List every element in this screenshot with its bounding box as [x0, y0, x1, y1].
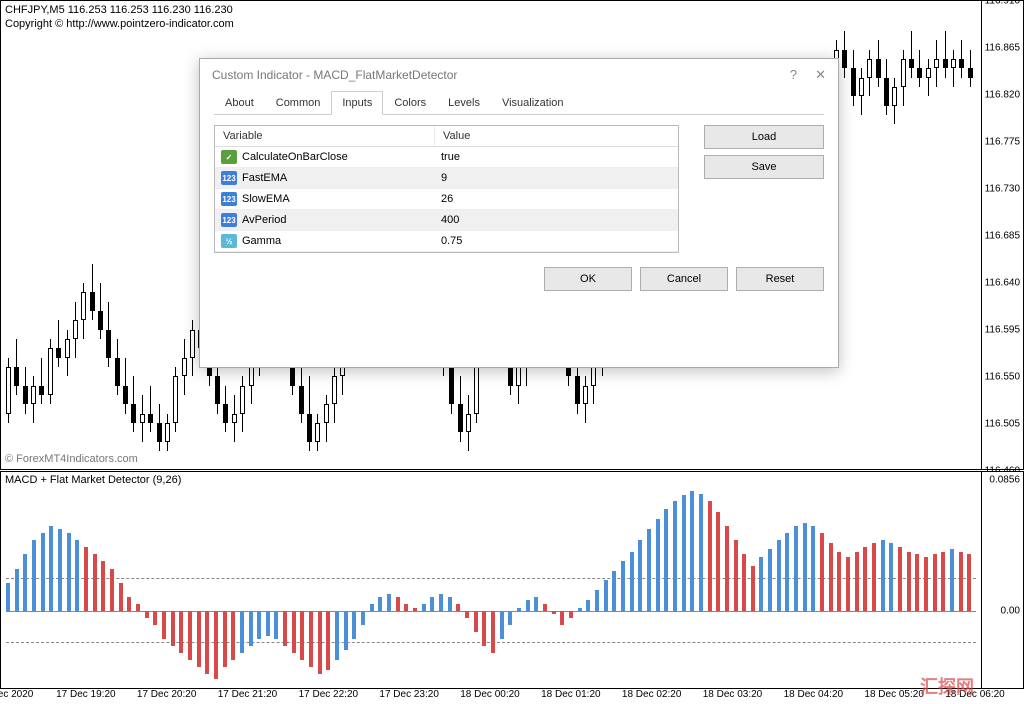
input-row[interactable]: 123 SlowEMA 26	[215, 189, 678, 210]
var-name: FastEMA	[242, 172, 287, 184]
inputs-table: Variable Value ✓CalculateOnBarClosetrue1…	[214, 125, 679, 253]
indicator-dialog: Custom Indicator - MACD_FlatMarketDetect…	[199, 58, 839, 368]
input-row[interactable]: 123 FastEMA 9	[215, 168, 678, 189]
cancel-button[interactable]: Cancel	[640, 267, 728, 291]
var-name: AvPeriod	[242, 214, 286, 226]
dialog-titlebar[interactable]: Custom Indicator - MACD_FlatMarketDetect…	[200, 59, 838, 91]
save-button[interactable]: Save	[704, 155, 824, 179]
tab-visualization[interactable]: Visualization	[491, 91, 575, 115]
tab-common[interactable]: Common	[265, 91, 332, 115]
reset-button[interactable]: Reset	[736, 267, 824, 291]
dialog-title-text: Custom Indicator - MACD_FlatMarketDetect…	[212, 59, 457, 91]
type-icon: 123	[221, 192, 237, 206]
copyright-line: Copyright © http://www.pointzero-indicat…	[5, 17, 234, 31]
var-value[interactable]: true	[435, 147, 466, 167]
close-icon[interactable]: ✕	[815, 59, 826, 91]
chart-watermark: © ForexMT4Indicators.com	[5, 453, 138, 465]
tab-levels[interactable]: Levels	[437, 91, 491, 115]
macd-axis: 0.08560.00	[982, 471, 1024, 689]
var-name: CalculateOnBarClose	[242, 151, 348, 163]
th-value[interactable]: Value	[435, 126, 478, 146]
input-row[interactable]: ✓ CalculateOnBarClose true	[215, 147, 678, 168]
type-icon: ½	[221, 234, 237, 248]
macd-panel[interactable]: MACD + Flat Market Detector (9,26)	[0, 471, 982, 689]
tab-about[interactable]: About	[214, 91, 265, 115]
load-button[interactable]: Load	[704, 125, 824, 149]
chart-header: CHFJPY,M5 116.253 116.253 116.230 116.23…	[5, 3, 234, 31]
symbol-line: CHFJPY,M5 116.253 116.253 116.230 116.23…	[5, 3, 234, 17]
price-axis: 116.910116.865116.820116.775116.730116.6…	[982, 0, 1024, 470]
tab-inputs[interactable]: Inputs	[331, 91, 383, 115]
var-value[interactable]: 26	[435, 189, 459, 209]
var-name: Gamma	[242, 235, 281, 247]
ok-button[interactable]: OK	[544, 267, 632, 291]
input-row[interactable]: 123 AvPeriod 400	[215, 210, 678, 231]
type-icon: 123	[221, 213, 237, 227]
type-icon: ✓	[221, 150, 237, 164]
dialog-tabs: AboutCommonInputsColorsLevelsVisualizati…	[214, 91, 824, 115]
help-icon[interactable]: ?	[790, 59, 797, 91]
th-variable[interactable]: Variable	[215, 126, 435, 146]
macd-bars	[6, 490, 976, 683]
macd-title: MACD + Flat Market Detector (9,26)	[5, 474, 181, 486]
type-icon: 123	[221, 171, 237, 185]
time-axis: 17 Dec 202017 Dec 19:2017 Dec 20:2017 De…	[0, 689, 982, 704]
input-row[interactable]: ½ Gamma 0.75	[215, 231, 678, 252]
tab-colors[interactable]: Colors	[383, 91, 437, 115]
site-logo: 汇探网	[920, 673, 974, 699]
var-value[interactable]: 400	[435, 210, 465, 230]
var-name: SlowEMA	[242, 193, 290, 205]
var-value[interactable]: 0.75	[435, 231, 468, 251]
var-value[interactable]: 9	[435, 168, 453, 188]
